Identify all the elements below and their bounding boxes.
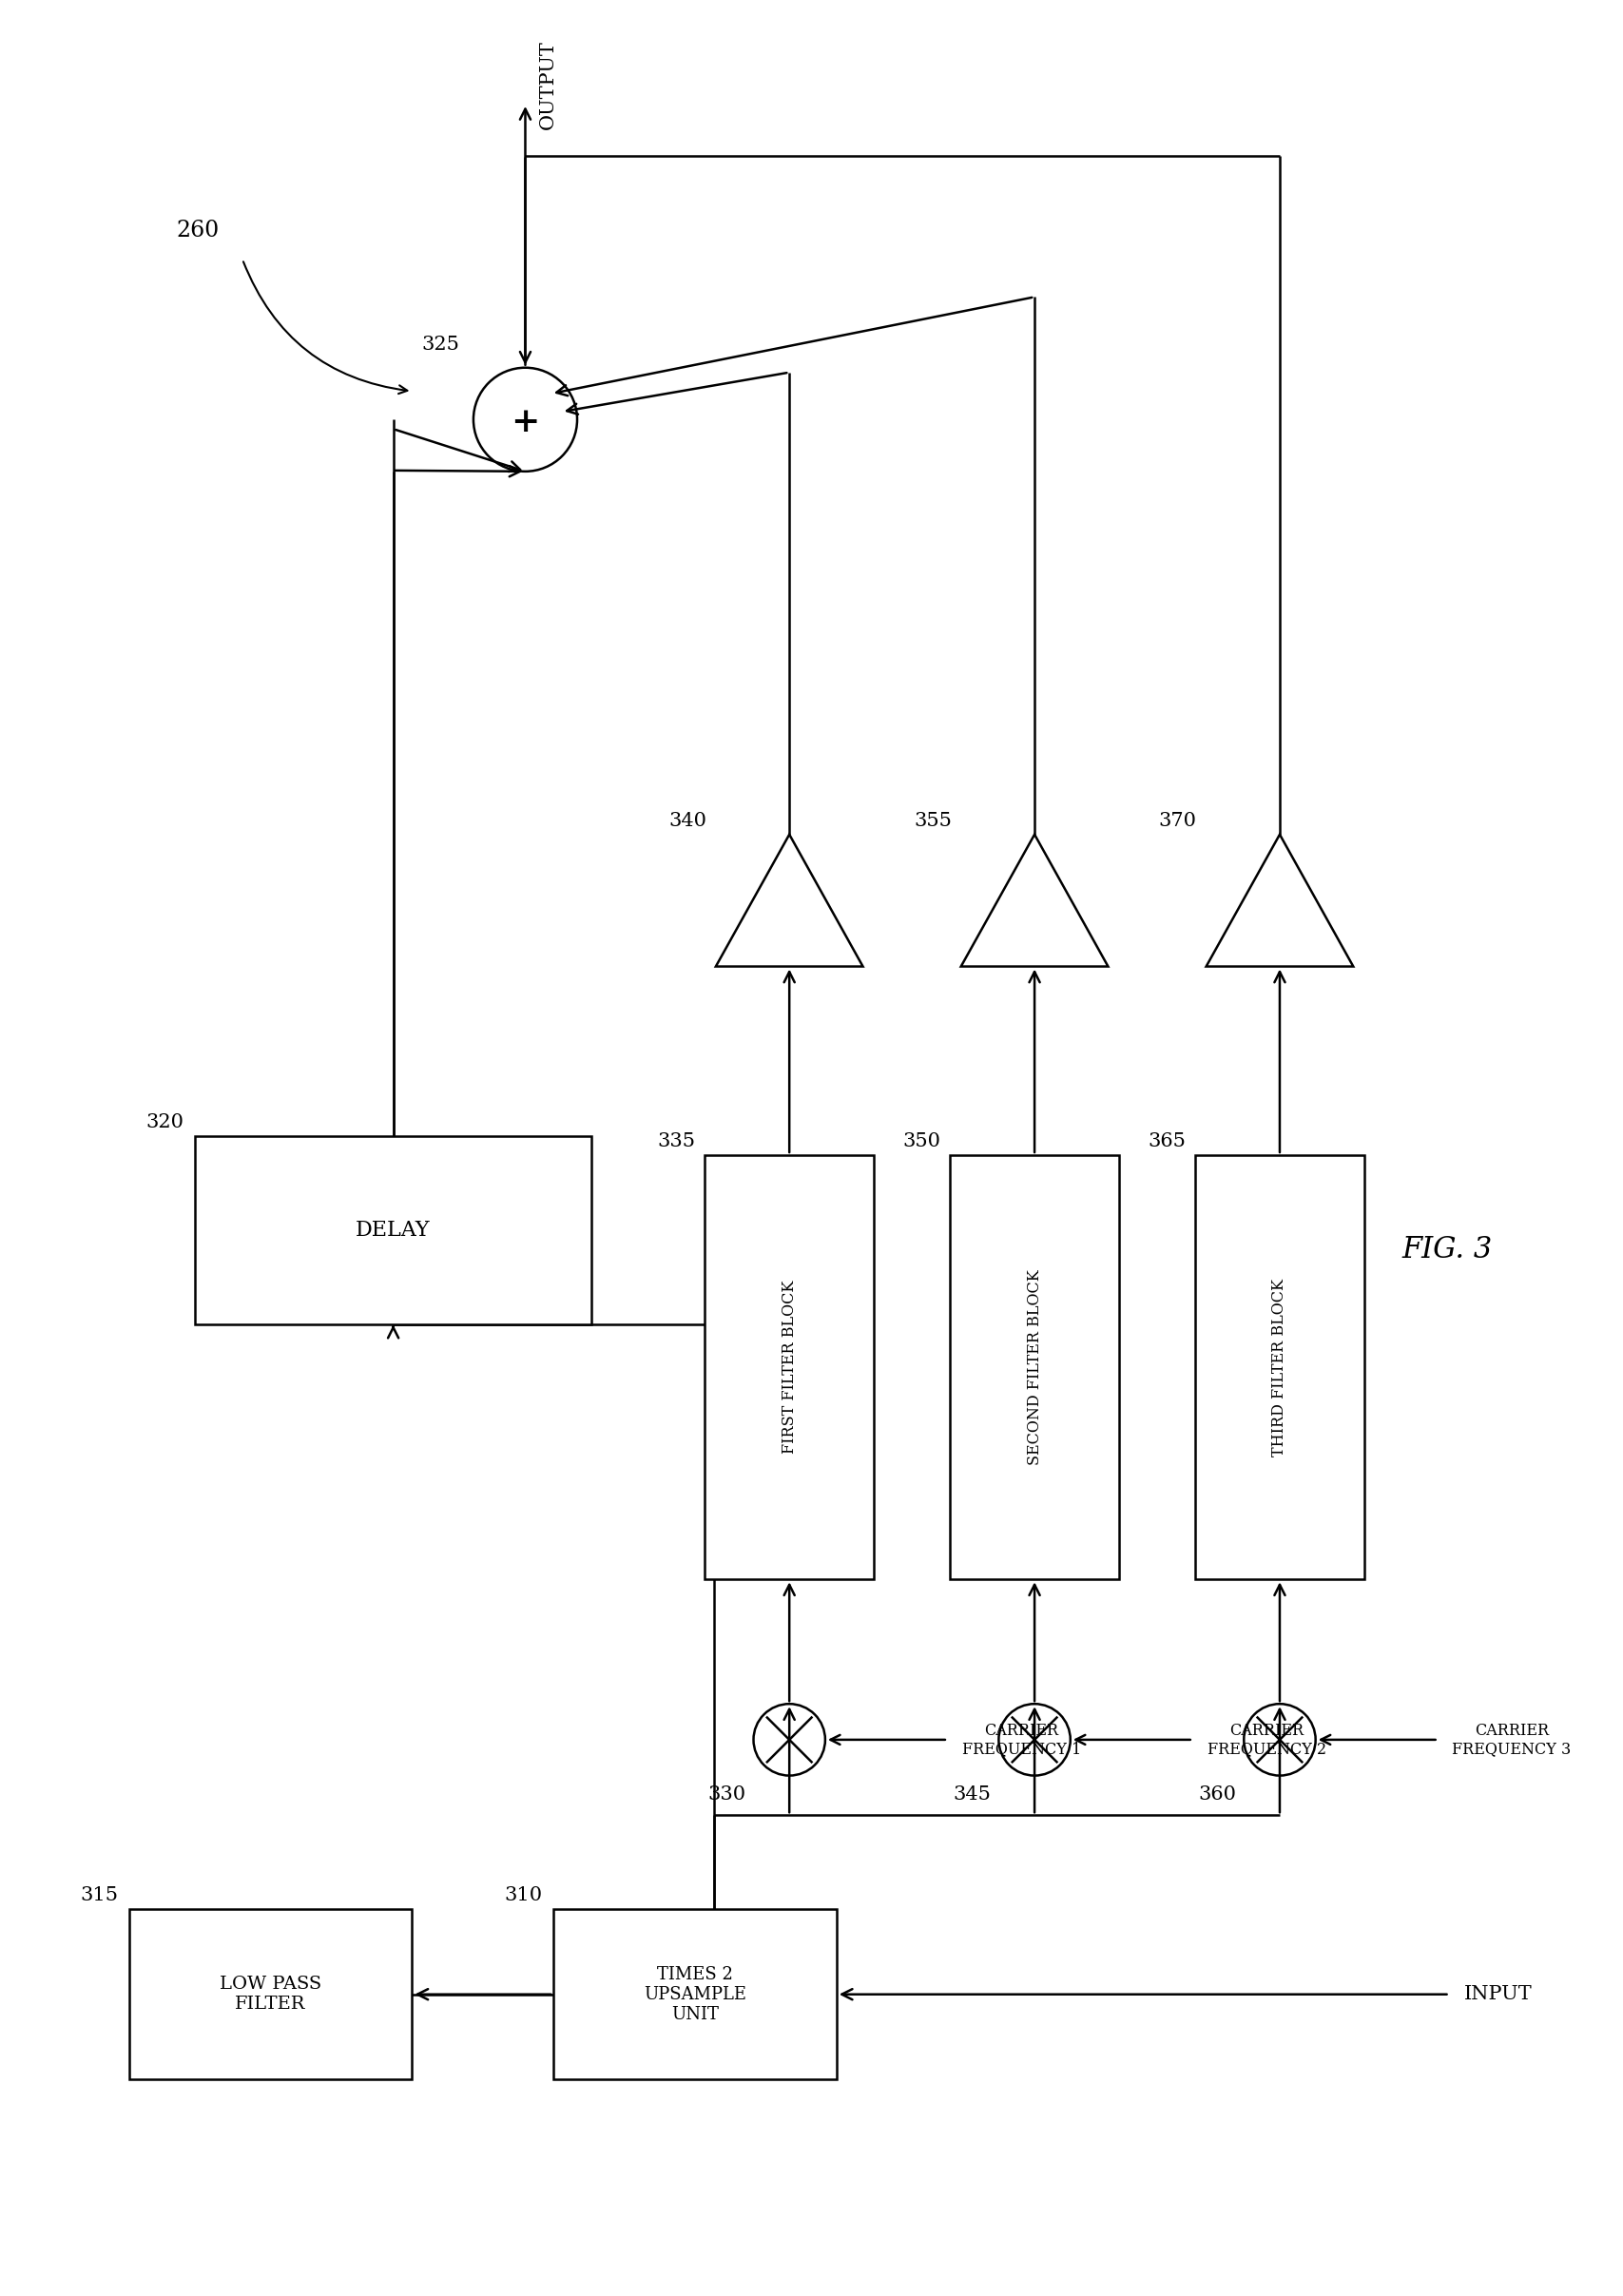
Polygon shape <box>716 833 862 967</box>
Polygon shape <box>1206 833 1352 967</box>
Text: LOW PASS
FILTER: LOW PASS FILTER <box>219 1977 321 2014</box>
Bar <box>195 1137 591 1325</box>
Text: CARRIER
FREQUENCY 2: CARRIER FREQUENCY 2 <box>1206 1722 1326 1756</box>
Text: 335: 335 <box>657 1132 695 1150</box>
Text: 260: 260 <box>177 220 219 241</box>
Bar <box>130 1910 412 2080</box>
Text: 365: 365 <box>1147 1132 1185 1150</box>
Text: 370: 370 <box>1159 813 1196 829</box>
Text: +: + <box>511 406 539 439</box>
Bar <box>1195 1155 1363 1580</box>
Text: 310: 310 <box>503 1887 542 1906</box>
Text: CARRIER
FREQUENCY 3: CARRIER FREQUENCY 3 <box>1451 1722 1571 1756</box>
Text: 320: 320 <box>146 1114 183 1132</box>
Text: CARRIER
FREQUENCY 1: CARRIER FREQUENCY 1 <box>961 1722 1081 1756</box>
Circle shape <box>474 367 576 471</box>
Text: THIRD FILTER BLOCK: THIRD FILTER BLOCK <box>1271 1279 1287 1456</box>
Text: OUTPUT: OUTPUT <box>539 39 557 129</box>
Circle shape <box>753 1704 824 1775</box>
Bar <box>704 1155 873 1580</box>
Text: 340: 340 <box>669 813 706 829</box>
Text: 360: 360 <box>1198 1784 1235 1802</box>
Text: 325: 325 <box>420 335 459 354</box>
Bar <box>949 1155 1118 1580</box>
Circle shape <box>998 1704 1070 1775</box>
Bar <box>553 1910 836 2080</box>
Text: 330: 330 <box>708 1784 745 1802</box>
Text: DELAY: DELAY <box>355 1219 430 1240</box>
Text: 355: 355 <box>914 813 951 829</box>
Circle shape <box>1243 1704 1315 1775</box>
Text: INPUT: INPUT <box>1462 1986 1530 2004</box>
Text: 345: 345 <box>953 1784 990 1802</box>
Text: SECOND FILTER BLOCK: SECOND FILTER BLOCK <box>1026 1270 1042 1465</box>
Text: FIG. 3: FIG. 3 <box>1402 1235 1492 1265</box>
Text: 350: 350 <box>902 1132 940 1150</box>
Text: 315: 315 <box>80 1887 118 1906</box>
Text: TIMES 2
UPSAMPLE
UNIT: TIMES 2 UPSAMPLE UNIT <box>643 1965 747 2023</box>
Polygon shape <box>961 833 1107 967</box>
Text: FIRST FILTER BLOCK: FIRST FILTER BLOCK <box>781 1281 797 1453</box>
